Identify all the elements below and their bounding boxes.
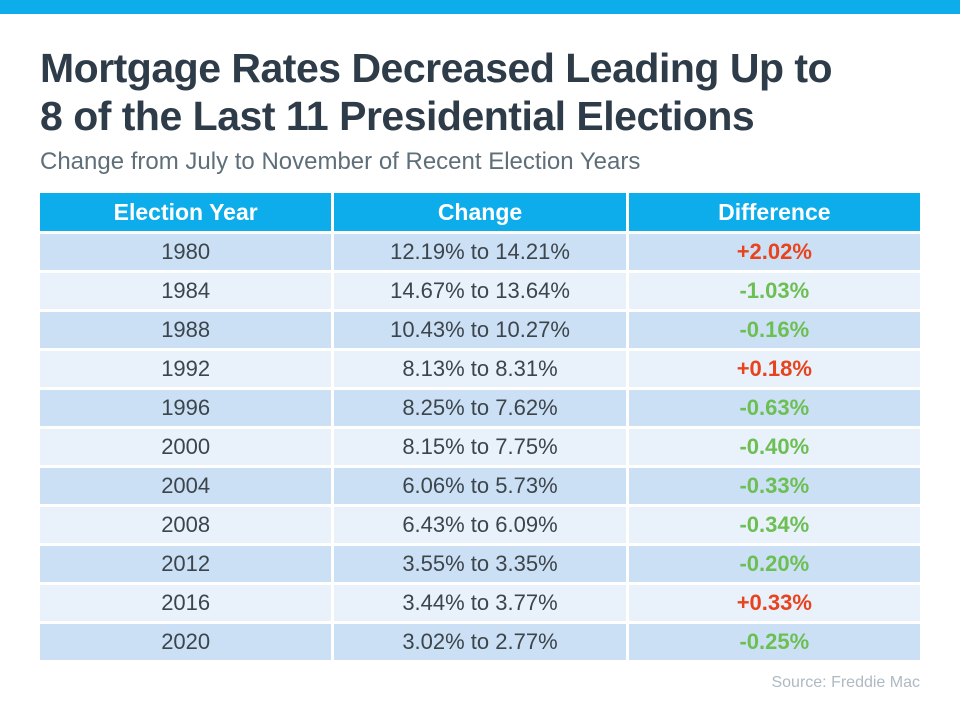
cell-difference: -0.40% — [628, 429, 920, 465]
page-title: Mortgage Rates Decreased Leading Up to 8… — [40, 44, 920, 140]
cell-difference: +0.18% — [628, 351, 920, 387]
cell-difference: -0.25% — [628, 624, 920, 660]
cell-year: 2016 — [40, 585, 332, 621]
source-attribution: Source: Freddie Mac — [771, 674, 920, 691]
cell-change: 12.19% to 14.21% — [334, 234, 626, 270]
cell-year: 2004 — [40, 468, 332, 504]
cell-difference: -0.63% — [628, 390, 920, 426]
cell-change: 3.02% to 2.77% — [334, 624, 626, 660]
cell-change: 10.43% to 10.27% — [334, 312, 626, 348]
top-accent-bar — [0, 0, 960, 14]
cell-difference: -1.03% — [628, 273, 920, 309]
cell-change: 6.06% to 5.73% — [334, 468, 626, 504]
rates-table: Election Year Change Difference 1980 12.1… — [40, 193, 920, 660]
cell-year: 2008 — [40, 507, 332, 543]
column-header-difference: Difference — [628, 193, 920, 231]
cell-year: 1992 — [40, 351, 332, 387]
cell-change: 8.15% to 7.75% — [334, 429, 626, 465]
cell-year: 2012 — [40, 546, 332, 582]
cell-year: 1988 — [40, 312, 332, 348]
cell-change: 3.55% to 3.35% — [334, 546, 626, 582]
column-header-change: Change — [334, 193, 626, 231]
page-title-line1: Mortgage Rates Decreased Leading Up to — [40, 45, 833, 91]
cell-change: 8.13% to 8.31% — [334, 351, 626, 387]
cell-year: 2000 — [40, 429, 332, 465]
cell-change: 14.67% to 13.64% — [334, 273, 626, 309]
cell-difference: -0.16% — [628, 312, 920, 348]
page-subtitle: Change from July to November of Recent E… — [40, 148, 641, 175]
cell-difference: -0.34% — [628, 507, 920, 543]
cell-change: 8.25% to 7.62% — [334, 390, 626, 426]
cell-difference: +0.33% — [628, 585, 920, 621]
cell-difference: +2.02% — [628, 234, 920, 270]
column-header-election-year: Election Year — [40, 193, 332, 231]
slide-content: Mortgage Rates Decreased Leading Up to 8… — [0, 14, 960, 660]
cell-difference: -0.33% — [628, 468, 920, 504]
cell-change: 3.44% to 3.77% — [334, 585, 626, 621]
cell-change: 6.43% to 6.09% — [334, 507, 626, 543]
page-title-line2: 8 of the Last 11 Presidential Elections — [40, 93, 755, 139]
cell-year: 1984 — [40, 273, 332, 309]
cell-year: 2020 — [40, 624, 332, 660]
cell-year: 1980 — [40, 234, 332, 270]
cell-year: 1996 — [40, 390, 332, 426]
cell-difference: -0.20% — [628, 546, 920, 582]
